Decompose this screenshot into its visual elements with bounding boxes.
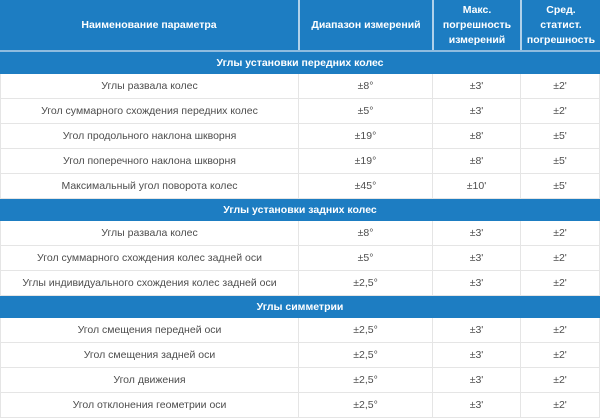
avg-error-cell: ±2': [520, 74, 599, 98]
max-error-cell: ±8': [432, 124, 520, 148]
table-row: Углы индивидуального схождения колес зад…: [0, 271, 600, 296]
range-cell: ±2,5°: [298, 368, 432, 392]
avg-error-cell: ±5': [520, 124, 599, 148]
param-name-cell: Углы индивидуального схождения колес зад…: [22, 277, 277, 289]
max-error-cell: ±3': [432, 99, 520, 123]
table-row: Угол продольного наклона шкворня ±19° ±8…: [0, 124, 600, 149]
param-name-cell: Угол смещения передней оси: [77, 324, 222, 336]
table-row: Угол суммарного схождения колес задней о…: [0, 246, 600, 271]
max-error-cell: ±3': [432, 246, 520, 270]
column-header-max-error: Макс. погрешность измерений: [432, 0, 520, 50]
avg-error-cell: ±2': [520, 99, 599, 123]
avg-error-cell: ±2': [520, 343, 599, 367]
range-cell: ±8°: [298, 221, 432, 245]
range-cell: ±2,5°: [298, 271, 432, 295]
param-name-cell: Угол смещения задней оси: [83, 349, 216, 361]
avg-error-cell: ±2': [520, 318, 599, 342]
range-cell: ±5°: [298, 246, 432, 270]
range-cell: ±2,5°: [298, 343, 432, 367]
section-header-front-wheel-angles: Углы установки передних колес: [0, 52, 600, 74]
param-name-cell: Угол суммарного схождения колес задней о…: [37, 252, 262, 264]
range-cell: ±2,5°: [298, 318, 432, 342]
max-error-cell: ±3': [432, 221, 520, 245]
param-name-cell: Угол поперечного наклона шкворня: [63, 155, 236, 167]
table-row: Угол суммарного схождения передних колес…: [0, 99, 600, 124]
range-cell: ±19°: [298, 124, 432, 148]
range-cell: ±2,5°: [298, 393, 432, 417]
table-row: Угол движения ±2,5° ±3' ±2': [0, 368, 600, 393]
param-name-cell: Угол продольного наклона шкворня: [62, 130, 237, 142]
max-error-cell: ±3': [432, 368, 520, 392]
avg-error-cell: ±2': [520, 246, 599, 270]
table-row: Угол отклонения геометрии оси ±2,5° ±3' …: [0, 393, 600, 418]
param-name-cell: Углы развала колес: [101, 80, 198, 92]
max-error-cell: ±3': [432, 343, 520, 367]
param-name-cell: Максимальный угол поворота колес: [61, 180, 238, 192]
table-row: Углы развала колес ±8° ±3' ±2': [0, 74, 600, 99]
avg-error-cell: ±2': [520, 393, 599, 417]
avg-error-cell: ±2': [520, 221, 599, 245]
section-header-symmetry-angles: Углы симметрии: [0, 296, 600, 318]
table-header-row: Наименование параметра Диапазон измерени…: [0, 0, 600, 52]
column-header-range: Диапазон измерений: [298, 0, 432, 50]
avg-error-cell: ±5': [520, 174, 599, 198]
table-row: Максимальный угол поворота колес ±45° ±1…: [0, 174, 600, 199]
range-cell: ±8°: [298, 74, 432, 98]
column-header-avg-error: Сред. статист. погрешность: [520, 0, 600, 50]
table-row: Угол смещения задней оси ±2,5° ±3' ±2': [0, 343, 600, 368]
param-name-cell: Угол суммарного схождения передних колес: [41, 105, 258, 117]
table-row: Угол смещения передней оси ±2,5° ±3' ±2': [0, 318, 600, 343]
max-error-cell: ±10': [432, 174, 520, 198]
range-cell: ±5°: [298, 99, 432, 123]
range-cell: ±45°: [298, 174, 432, 198]
avg-error-cell: ±2': [520, 368, 599, 392]
column-header-parameter: Наименование параметра: [81, 18, 217, 31]
max-error-cell: ±3': [432, 271, 520, 295]
table-row: Угол поперечного наклона шкворня ±19° ±8…: [0, 149, 600, 174]
max-error-cell: ±3': [432, 393, 520, 417]
max-error-cell: ±3': [432, 318, 520, 342]
avg-error-cell: ±2': [520, 271, 599, 295]
param-name-cell: Углы развала колес: [101, 227, 198, 239]
table-row: Углы развала колес ±8° ±3' ±2': [0, 221, 600, 246]
section-header-rear-wheel-angles: Углы установки задних колес: [0, 199, 600, 221]
param-name-cell: Угол движения: [113, 374, 186, 386]
range-cell: ±19°: [298, 149, 432, 173]
max-error-cell: ±8': [432, 149, 520, 173]
avg-error-cell: ±5': [520, 149, 599, 173]
max-error-cell: ±3': [432, 74, 520, 98]
param-name-cell: Угол отклонения геометрии оси: [72, 399, 227, 411]
